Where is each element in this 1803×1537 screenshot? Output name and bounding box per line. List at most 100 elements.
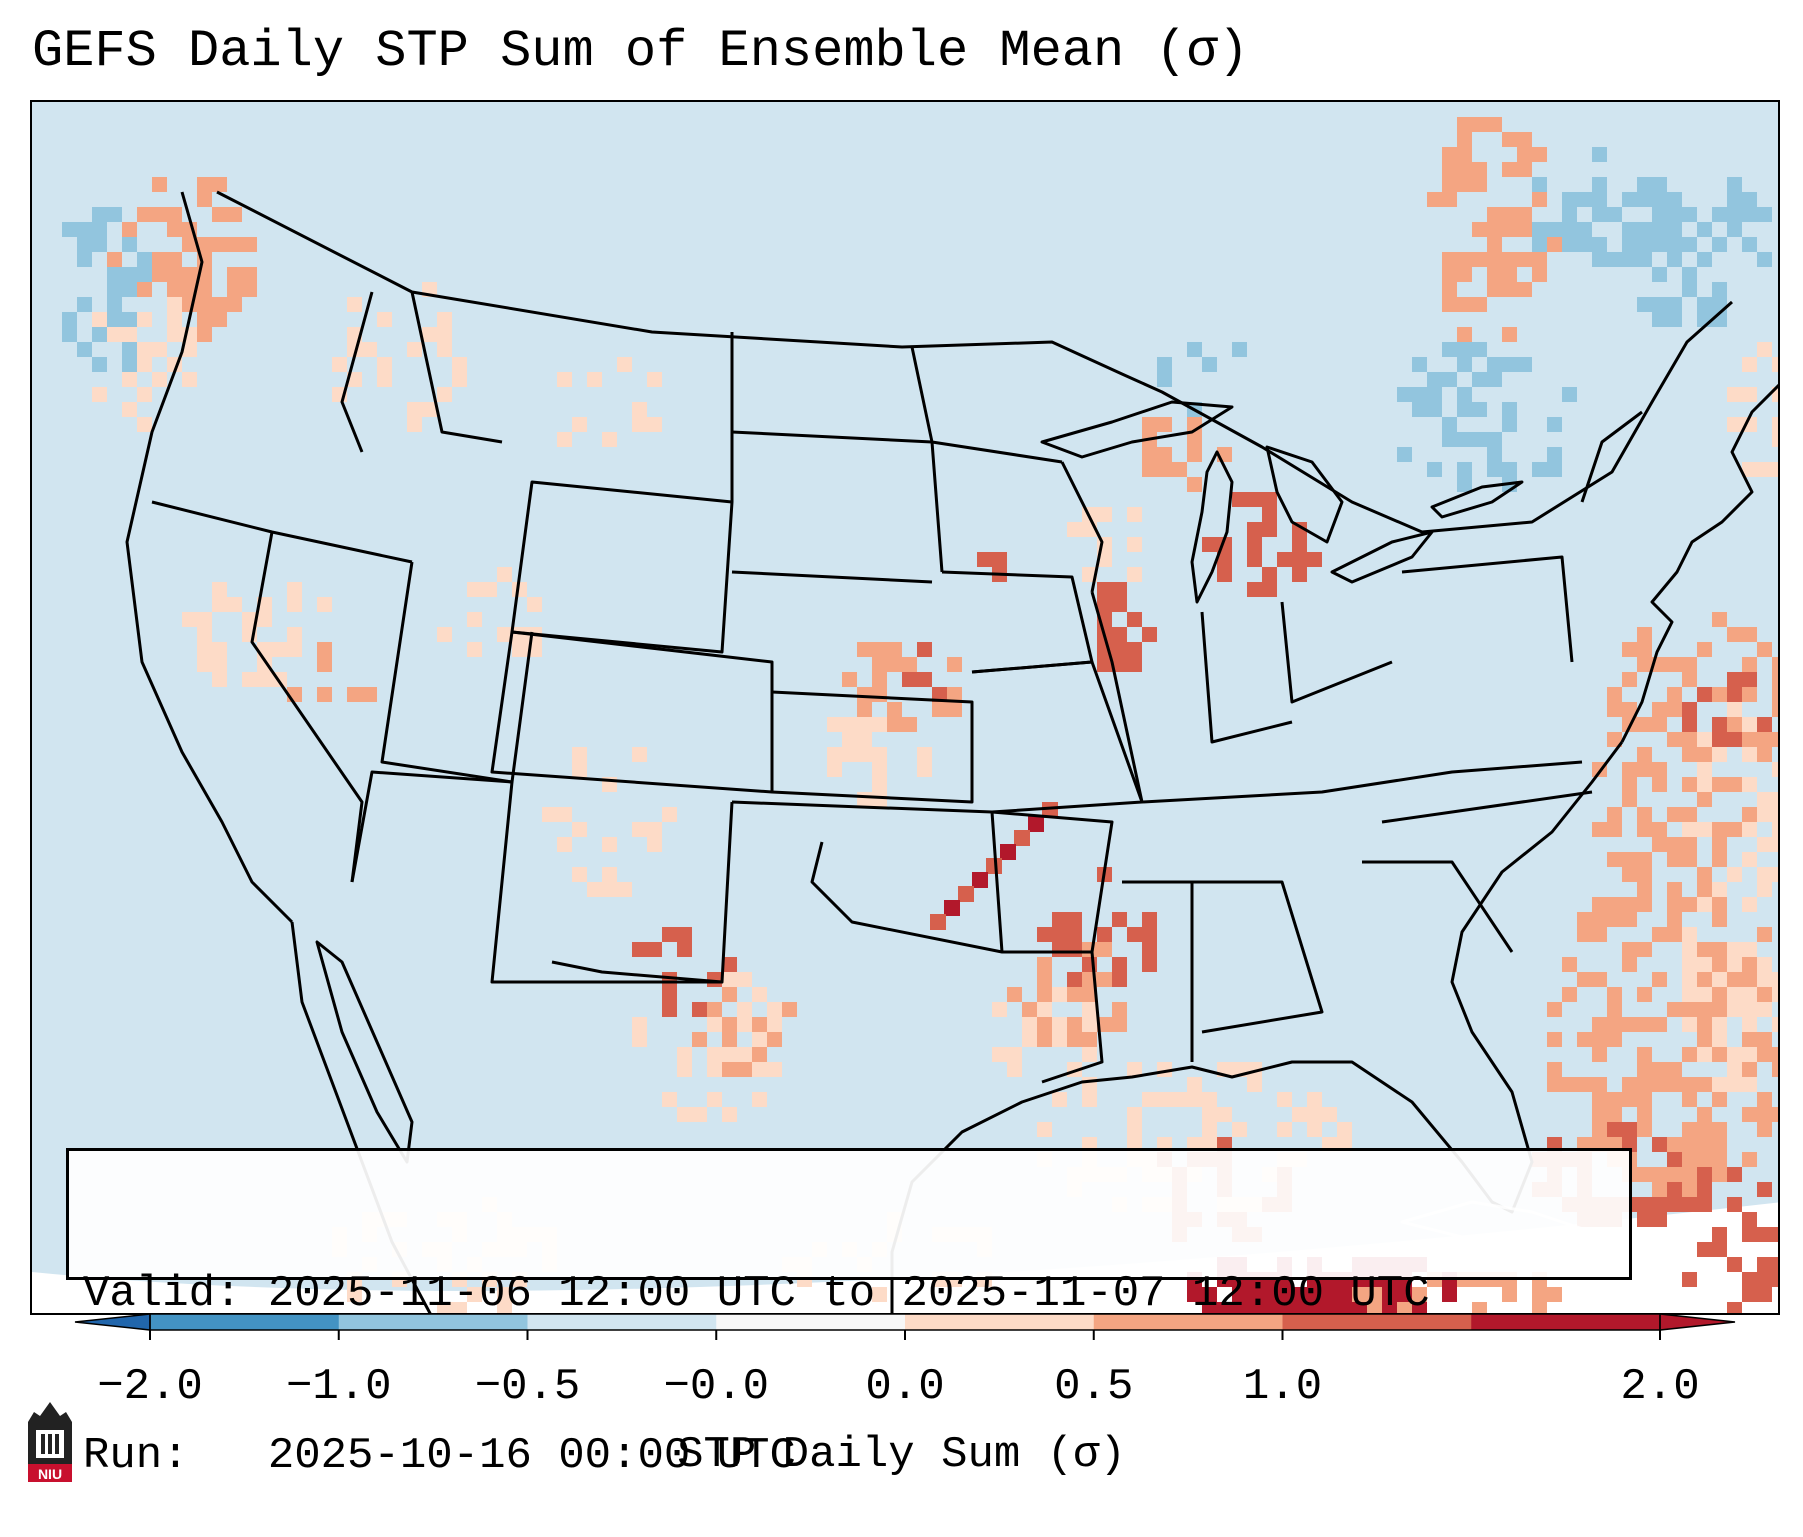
stp-cell [1712,282,1727,297]
stp-cell [1502,222,1517,237]
state-border-nv-ca [250,531,364,883]
stp-cell [1607,852,1622,867]
stp-cell [1667,1197,1682,1212]
stp-cell [212,582,227,597]
stp-cell [1112,957,1127,972]
stp-cell [632,1032,647,1047]
stp-cell [1202,1092,1217,1107]
stp-cell [902,672,917,687]
stp-cell [1547,222,1562,237]
stp-cell [1592,147,1607,162]
stp-cell [1667,1002,1682,1017]
stp-cell [1412,357,1427,372]
stp-cell [287,642,302,657]
stp-cell [842,672,857,687]
stp-cell [317,597,332,612]
stp-cell [1757,1287,1772,1302]
stp-cell [1772,1062,1778,1077]
state-border-ut [380,561,534,784]
stp-cell [1772,1107,1778,1122]
stp-cell [1712,747,1727,762]
stp-cell [1262,567,1277,582]
stp-cell [1337,1287,1352,1302]
stp-cell [122,312,137,327]
stp-cell [1577,927,1592,942]
colorbar-tick-label: 2.0 [1620,1362,1700,1412]
stp-cell [1112,597,1127,612]
stp-cell [1487,462,1502,477]
stp-cell [1682,1272,1697,1287]
stp-cell [1592,912,1607,927]
stp-cell [257,672,272,687]
stp-cell [1322,1302,1337,1313]
stp-cell [287,627,302,642]
stp-cell [1772,837,1778,852]
stp-cell [1682,1002,1697,1017]
stp-cell [872,687,887,702]
stp-cell [1307,1302,1322,1313]
stp-cell [1697,867,1712,882]
stp-cell [842,717,857,732]
stp-cell [1637,867,1652,882]
stp-cell [1112,627,1127,642]
stp-cell [707,1017,722,1032]
stp-cell [1637,252,1652,267]
stp-cell [1742,387,1757,402]
stp-cell [1742,807,1757,822]
stp-cell [1712,897,1727,912]
stp-cell [1727,1167,1742,1182]
stp-cell [1502,327,1517,342]
stp-cell [1592,972,1607,987]
baja [315,940,414,1164]
stp-cell [1037,1002,1052,1017]
stp-cell [1652,1062,1667,1077]
stp-cell [1712,687,1727,702]
stp-cell [1727,672,1742,687]
stp-cell [872,672,887,687]
state-border-pa-ny [1401,555,1574,663]
stp-cell [1547,1287,1562,1302]
stp-cell [1667,657,1682,672]
stp-cell [437,312,452,327]
stp-cell [182,372,197,387]
stp-cell [122,222,137,237]
stp-cell [587,372,602,387]
stp-cell [1352,1287,1367,1302]
stp-cell [1727,867,1742,882]
stp-cell [212,312,227,327]
stp-cell [1742,192,1757,207]
stp-cell [1682,957,1697,972]
stp-cell [1757,1107,1772,1122]
stp-cell [1472,177,1487,192]
stp-cell [662,1002,677,1017]
stp-cell [1412,402,1427,417]
stp-cell [1262,507,1277,522]
stp-cell [1322,1287,1337,1302]
stp-cell [1697,822,1712,837]
stp-cell [767,1062,782,1077]
lake-ontario [1430,480,1524,519]
stp-cell [752,1047,767,1062]
state-border-tn-ky [1141,760,1583,804]
stp-cell [1637,1197,1652,1212]
stp-cell [1217,1302,1232,1313]
stp-cell [332,357,347,372]
stp-cell [1517,132,1532,147]
stp-cell [1652,777,1667,792]
stp-cell [1052,1032,1067,1047]
stp-cell [1742,672,1757,687]
stp-cell [1037,972,1052,987]
stp-cell [1487,372,1502,387]
stp-cell [362,342,377,357]
stp-cell [1472,342,1487,357]
stp-cell [617,357,632,372]
stp-cell [1577,222,1592,237]
stp-cell [1622,912,1637,927]
stp-cell [1097,657,1112,672]
valid-run-info-box: Valid: 2025-11-06 12:00 UTC to 2025-11-0… [66,1148,1632,1481]
stp-cell [857,717,872,732]
stp-cell [1157,372,1172,387]
stp-cell [1547,462,1562,477]
stp-cell [1622,957,1637,972]
stp-cell [182,267,197,282]
